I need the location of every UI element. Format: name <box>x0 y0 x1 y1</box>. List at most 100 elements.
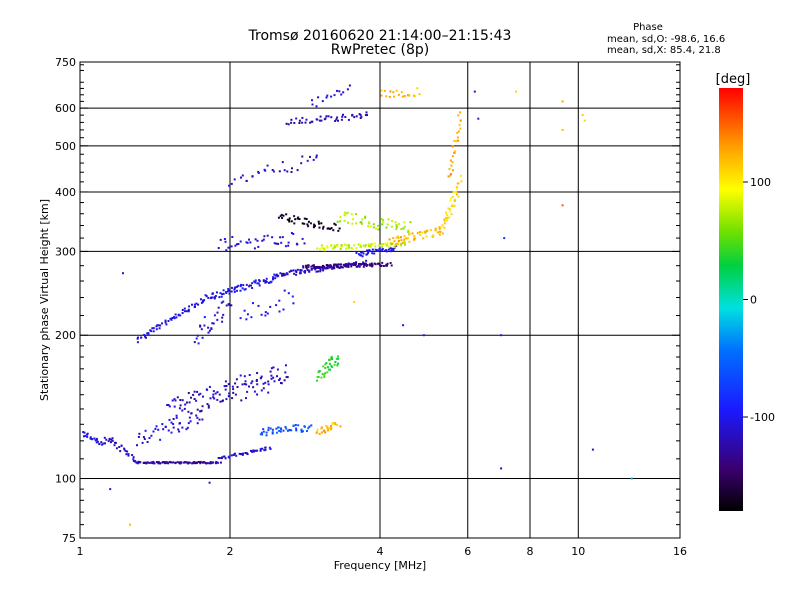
data-point <box>366 263 369 266</box>
data-point <box>113 444 116 447</box>
data-point <box>239 285 242 288</box>
data-point <box>434 227 437 230</box>
x-tick-label: 10 <box>571 545 585 558</box>
data-point <box>302 266 305 269</box>
data-point <box>403 225 406 228</box>
data-point <box>199 460 202 463</box>
data-point <box>347 265 350 268</box>
data-point <box>243 375 246 378</box>
data-point <box>259 448 262 451</box>
data-point <box>127 453 130 456</box>
data-point <box>234 286 237 289</box>
data-point <box>317 376 320 379</box>
x-tick-label: 4 <box>377 545 384 558</box>
data-point <box>378 264 381 267</box>
data-point <box>400 236 402 239</box>
data-point <box>175 316 178 319</box>
data-point <box>292 269 295 272</box>
data-point <box>362 252 365 255</box>
data-point <box>318 432 321 435</box>
data-point <box>320 119 323 122</box>
data-point <box>256 282 259 285</box>
data-point <box>400 91 403 94</box>
data-point <box>136 462 139 465</box>
data-point <box>320 247 323 249</box>
data-point <box>323 267 326 270</box>
data-point <box>256 239 259 242</box>
data-point <box>170 318 173 321</box>
colorbar <box>719 88 743 511</box>
data-point <box>413 235 416 238</box>
data-point <box>403 241 406 244</box>
grid-lines <box>80 62 680 538</box>
data-point <box>310 265 313 268</box>
data-point <box>324 372 327 375</box>
data-point <box>136 337 139 340</box>
data-point <box>436 231 439 234</box>
data-point <box>297 424 300 427</box>
data-point <box>382 243 385 245</box>
data-point <box>222 313 225 316</box>
data-point <box>306 269 309 272</box>
data-point <box>316 375 319 378</box>
data-point <box>158 327 161 330</box>
data-point <box>317 220 320 223</box>
data-point <box>279 215 282 218</box>
data-point <box>389 242 392 245</box>
data-point <box>202 395 204 398</box>
data-point <box>330 364 333 367</box>
data-point <box>126 450 129 453</box>
data-point <box>102 442 105 445</box>
data-point <box>225 291 227 294</box>
data-point <box>359 263 362 266</box>
data-point <box>400 228 403 231</box>
data-point <box>340 93 343 96</box>
data-point <box>318 248 321 251</box>
data-point <box>230 454 233 457</box>
data-point <box>224 457 227 460</box>
data-point <box>405 237 408 240</box>
data-point <box>290 118 293 121</box>
data-point <box>375 227 377 230</box>
data-point <box>95 438 98 441</box>
data-point <box>176 461 179 464</box>
data-point <box>342 263 345 266</box>
data-point <box>301 155 304 158</box>
data-point <box>251 380 254 383</box>
data-point <box>343 214 346 217</box>
data-point <box>209 462 212 465</box>
data-point <box>283 289 286 292</box>
data-point <box>320 266 323 269</box>
data-point <box>150 434 153 437</box>
data-point <box>146 332 149 335</box>
data-point <box>451 196 454 199</box>
data-point <box>300 269 303 272</box>
data-point <box>179 462 182 465</box>
data-point <box>270 367 273 370</box>
data-point <box>167 462 169 464</box>
data-point <box>366 253 369 256</box>
data-point <box>83 431 86 434</box>
data-point <box>231 385 234 388</box>
data-point <box>335 357 338 360</box>
data-point <box>272 276 275 279</box>
data-point <box>361 251 364 254</box>
data-point <box>151 327 154 330</box>
data-point <box>227 289 230 292</box>
data-point <box>350 265 353 268</box>
data-point <box>360 245 363 248</box>
data-point <box>451 161 454 164</box>
data-point <box>389 250 392 253</box>
data-point <box>305 267 308 270</box>
data-point <box>256 449 259 452</box>
data-point <box>311 103 314 106</box>
data-point <box>199 324 202 327</box>
data-point <box>259 377 262 380</box>
data-point <box>269 370 272 373</box>
data-point <box>306 223 309 226</box>
data-point <box>167 404 170 406</box>
data-point <box>280 241 283 244</box>
data-point <box>451 145 454 148</box>
data-point <box>413 94 415 97</box>
